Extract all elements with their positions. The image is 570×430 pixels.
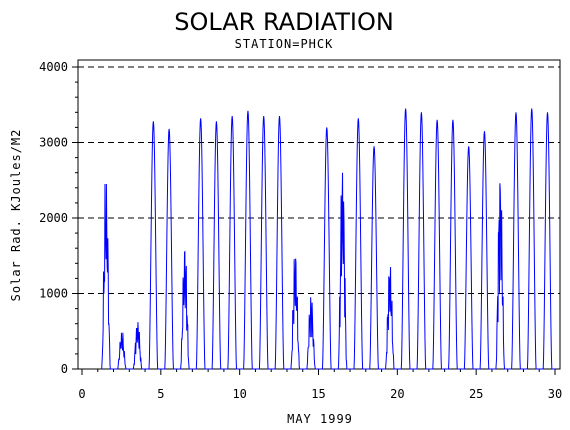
x-tick-label: 10 [232, 387, 246, 401]
x-tick-label: 25 [469, 387, 483, 401]
x-tick-label: 20 [390, 387, 404, 401]
y-axis-label: Solar Rad. KJoules/M2 [9, 129, 23, 302]
x-axis: 0 5 10 15 20 25 30 [78, 369, 562, 401]
grid-lines [78, 66, 560, 294]
x-tick-label: 15 [311, 387, 325, 401]
y-tick-label: 4000 [39, 60, 68, 74]
x-tick-label: 0 [78, 387, 85, 401]
chart-subtitle: STATION=PHCK [235, 37, 334, 51]
x-tick-label: 5 [157, 387, 164, 401]
x-axis-label: MAY 1999 [287, 412, 353, 426]
y-tick-label: 3000 [39, 136, 68, 150]
y-tick-label: 0 [61, 362, 68, 376]
chart-title: SOLAR RADIATION [174, 8, 394, 36]
y-axis: 0 1000 2000 3000 4000 [39, 60, 78, 376]
series-solar-radiation [100, 108, 555, 370]
series-line [100, 108, 555, 370]
x-tick-label: 30 [548, 387, 562, 401]
y-tick-label: 1000 [39, 287, 68, 301]
y-tick-label: 2000 [39, 211, 68, 225]
